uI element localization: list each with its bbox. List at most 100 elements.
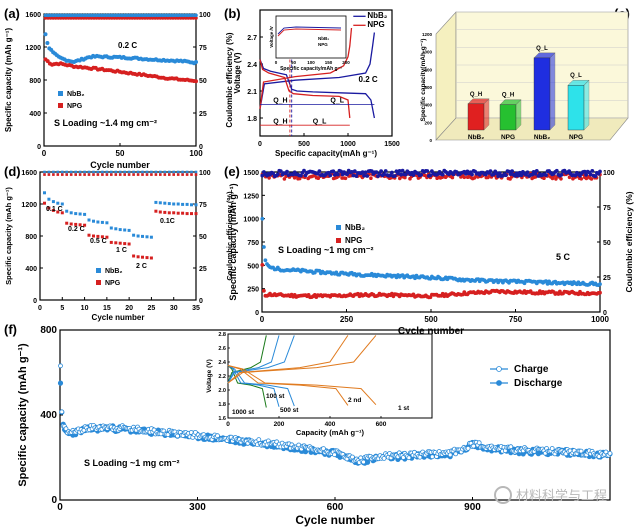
- b-inset-tick-label: 50: [291, 60, 297, 65]
- c-tick-label: 0: [429, 138, 432, 143]
- d-nbb2-ce-point: [65, 170, 68, 174]
- f-inset-tick-label: 1.6: [218, 416, 226, 422]
- e-npg-ce-point: [508, 177, 512, 181]
- panel-label-b: (b): [224, 6, 241, 21]
- d-nbb2-ce-point: [190, 170, 193, 174]
- d-rate-label: 0.1C: [160, 218, 175, 225]
- d-npg-ce-point: [127, 173, 131, 176]
- f-inset-charge-1: [227, 335, 280, 384]
- d-npg-ce-point: [141, 173, 144, 176]
- d-nbb2-ce-point: [159, 170, 162, 174]
- d-nbb2-ce-point: [110, 170, 113, 174]
- e-y2-tick-label: 50: [603, 240, 611, 247]
- e-nbb2-ce-point: [303, 173, 308, 178]
- d-npg-ce-point: [136, 173, 140, 176]
- e-nbb2-ce-point: [389, 170, 394, 175]
- legend-marker: [96, 268, 101, 273]
- d-npg-ce-point: [194, 173, 198, 176]
- d-nbb2-point: [158, 201, 162, 205]
- e-npg-ce-point: [554, 177, 558, 181]
- d-npg-ce-point: [105, 173, 109, 176]
- d-npg-ce-point: [123, 173, 126, 176]
- e-nbb2-ce-point: [360, 170, 365, 175]
- f-charge-point: [406, 455, 412, 461]
- a-nbb2-point: [43, 32, 48, 37]
- e-y-tick-label: 500: [247, 263, 259, 270]
- e-nbb2-ce-point: [315, 171, 320, 176]
- d-npg-point: [78, 223, 82, 227]
- panel-label-e: (e): [224, 164, 240, 179]
- d-nbb2-point: [136, 234, 140, 238]
- e-y-tick-label: 1000: [243, 217, 259, 224]
- b-annot-ql: Q_L: [330, 98, 344, 105]
- e-nbb2-ce-point: [508, 172, 513, 177]
- d-nbb2-ce-point: [78, 170, 82, 174]
- a-loading-label: S Loading ~1.4 mg cm⁻²: [54, 118, 157, 128]
- d-xlabel: Cycle number: [92, 313, 145, 322]
- e-nbb2-ce-point: [383, 169, 388, 173]
- e-nbb2-ce-point: [339, 169, 343, 174]
- b-rate-label: 0.2 C: [359, 75, 378, 84]
- c-category-label: NbB₂: [534, 134, 550, 141]
- f-charge-point: [465, 445, 471, 451]
- d-npg-point: [181, 211, 185, 215]
- e-nbb2-ce-point: [377, 172, 382, 177]
- e-npg-ce-point: [472, 176, 477, 180]
- d-npg-point: [163, 210, 167, 214]
- legend-entry: NbB₂: [67, 91, 85, 98]
- d-x-tick-label: 25: [148, 305, 156, 312]
- d-nbb2-point: [78, 212, 82, 216]
- e-npg-ce-point: [567, 175, 572, 180]
- a-y-tick-label: 400: [29, 111, 41, 118]
- d-y-tick-label: 800: [25, 234, 37, 241]
- e-nbb2-ce-point: [365, 174, 370, 178]
- e-nbb2-ce-point: [302, 168, 306, 173]
- d-npg-ce-point: [168, 173, 171, 176]
- e-npg-ce-point: [282, 177, 287, 181]
- d-nbb2-ce-point: [105, 170, 109, 174]
- d-npg-ce-point: [145, 173, 149, 176]
- d-nbb2-ce-point: [43, 170, 46, 174]
- c-bar: [533, 57, 551, 131]
- d-npg-ce-point: [96, 173, 100, 176]
- d-nbb2-point: [185, 202, 189, 206]
- watermark-icon: [494, 486, 512, 504]
- e-nbb2-ce-point: [503, 173, 508, 178]
- e-nbb2-ce-point: [326, 170, 331, 175]
- f-inset-tick-label: 200: [274, 421, 285, 428]
- c-ylabel: Specific capacity(mAh g⁻¹): [420, 39, 427, 122]
- e-ylabel: Specific capacity (mAh g⁻¹): [228, 183, 238, 300]
- d-npg-ce-point: [74, 173, 77, 176]
- e-nbb2-ce-point: [317, 169, 322, 174]
- e-loading-label: S Loading ~1 mg cm⁻²: [278, 245, 374, 255]
- a-y2-tick-label: 100: [199, 12, 211, 19]
- d-npg-ce-point: [87, 173, 91, 176]
- e-x-tick-label: 500: [424, 315, 438, 324]
- d-npg-point: [92, 234, 95, 238]
- a-xlabel: Cycle number: [90, 160, 150, 170]
- a-y-tick-label: 1600: [25, 12, 41, 19]
- e-nbb2-ce-point: [345, 172, 350, 177]
- d-nbb2-point: [154, 200, 158, 204]
- f-charge-point: [453, 451, 459, 457]
- a-y2-tick-label: 75: [199, 45, 207, 52]
- d-nbb2-ce-point: [136, 170, 140, 174]
- e-nbb2-ce-point: [354, 174, 359, 179]
- f-inset-curve-label: 1000 st: [232, 409, 255, 416]
- e-npg-ce-point: [542, 176, 546, 181]
- e-nbb2-ce-point: [496, 174, 501, 179]
- c-bar: [499, 104, 517, 131]
- c-bar-label: Q_H: [470, 92, 482, 98]
- d-npg-point: [158, 210, 162, 214]
- b-y-tick-label: 1.8: [247, 116, 257, 123]
- d-nbb2-ce-point: [69, 170, 73, 174]
- f-x-tick-label: 0: [57, 502, 63, 513]
- f-charge-point: [429, 454, 435, 460]
- d-nbb2-ce-point: [168, 170, 171, 174]
- e-nbb2-ce-point: [428, 173, 433, 178]
- b-x-tick-label: 0: [258, 141, 262, 148]
- d-nbb2-ce-point: [61, 170, 64, 174]
- e-npg-ce-point: [579, 177, 584, 181]
- f-charge-point: [256, 437, 262, 443]
- e-y-tick-label: 750: [247, 240, 259, 247]
